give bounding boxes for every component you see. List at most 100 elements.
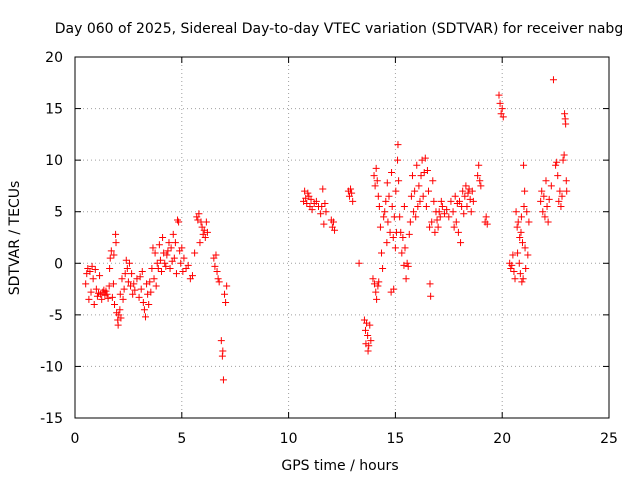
data-point — [116, 290, 124, 298]
data-point — [380, 213, 388, 221]
data-point — [477, 182, 485, 190]
data-point — [383, 239, 391, 247]
data-point — [556, 187, 564, 195]
data-point — [317, 210, 325, 218]
data-point — [406, 218, 414, 226]
data-point — [482, 213, 490, 221]
data-point — [383, 179, 391, 187]
data-point — [390, 285, 398, 293]
data-point — [319, 185, 327, 193]
data-point — [120, 285, 128, 293]
data-point — [514, 218, 522, 226]
data-point — [517, 213, 525, 221]
data-point — [211, 262, 219, 270]
data-point — [394, 156, 402, 164]
data-point — [376, 223, 384, 231]
data-point — [463, 203, 471, 211]
data-point — [166, 264, 174, 272]
data-point — [364, 331, 372, 339]
data-point — [388, 203, 396, 211]
data-point — [558, 192, 566, 200]
y-tick-label: -10 — [40, 359, 63, 375]
data-point — [508, 261, 516, 269]
data-point — [524, 251, 532, 259]
data-point — [104, 294, 112, 302]
data-point — [392, 187, 400, 195]
data-point — [373, 295, 381, 303]
plot-frame — [74, 56, 610, 419]
data-point — [469, 197, 477, 205]
x-tick-label: 0 — [71, 431, 80, 447]
data-point — [219, 347, 227, 355]
data-point — [509, 251, 517, 259]
data-point — [450, 223, 458, 231]
data-point — [222, 298, 230, 306]
data-point — [431, 228, 439, 236]
data-point — [434, 223, 442, 231]
data-point — [404, 262, 412, 270]
data-point — [131, 286, 139, 294]
data-point — [148, 264, 156, 272]
data-point — [553, 158, 561, 166]
data-point — [464, 189, 472, 197]
data-point — [451, 192, 459, 200]
data-point — [130, 280, 138, 288]
data-point — [426, 280, 434, 288]
data-point — [499, 113, 507, 121]
data-point — [304, 189, 312, 197]
data-point — [112, 230, 120, 238]
data-point — [158, 268, 166, 276]
data-point — [138, 268, 146, 276]
data-point — [517, 228, 525, 236]
data-point — [421, 154, 429, 162]
data-point — [373, 177, 381, 185]
data-point — [555, 197, 563, 205]
data-point — [428, 218, 436, 226]
data-point — [416, 197, 424, 205]
data-point — [398, 249, 406, 257]
data-point — [111, 301, 119, 309]
data-point — [452, 218, 460, 226]
data-point — [372, 164, 380, 172]
data-point — [429, 177, 437, 185]
data-point — [402, 275, 410, 283]
data-point — [522, 264, 530, 272]
data-point — [419, 192, 427, 200]
data-point — [449, 208, 457, 216]
data-point — [320, 220, 328, 228]
data-point — [164, 247, 172, 255]
data-point — [559, 156, 567, 164]
data-point — [322, 208, 330, 216]
x-axis-label: GPS time / hours — [281, 458, 398, 474]
data-point — [557, 203, 565, 211]
y-tick-label: 5 — [54, 205, 63, 221]
data-point — [516, 270, 524, 278]
data-point — [525, 218, 533, 226]
data-point — [561, 110, 569, 118]
data-point — [415, 182, 423, 190]
data-point — [552, 161, 560, 169]
data-point — [521, 187, 529, 195]
data-point — [436, 213, 444, 221]
data-point — [347, 185, 355, 193]
data-point — [403, 259, 411, 267]
data-point — [443, 206, 451, 214]
chart-title: Day 060 of 2025, Sidereal Day-to-day VTE… — [55, 21, 623, 37]
data-point — [139, 298, 147, 306]
data-point — [145, 301, 153, 309]
data-point — [540, 192, 548, 200]
data-point — [136, 273, 144, 281]
data-point — [195, 210, 203, 218]
data-point — [307, 195, 315, 203]
data-point — [543, 203, 551, 211]
data-point — [107, 247, 115, 255]
y-tick-label: 0 — [54, 256, 63, 272]
data-point — [441, 210, 449, 218]
data-point — [379, 264, 387, 272]
data-point — [154, 264, 162, 272]
data-point — [180, 254, 188, 262]
data-point — [312, 197, 320, 205]
data-point — [349, 197, 357, 205]
data-point — [82, 280, 90, 288]
data-point — [396, 213, 404, 221]
